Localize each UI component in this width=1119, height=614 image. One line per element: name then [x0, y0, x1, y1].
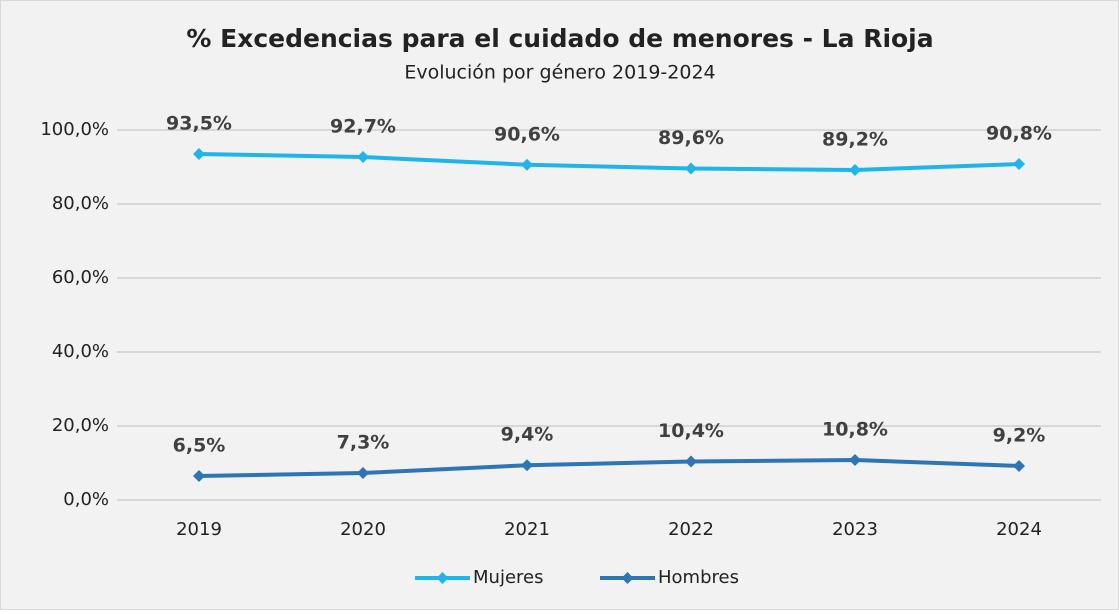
y-tick-label: 40,0%: [52, 341, 109, 362]
data-label: 10,4%: [658, 420, 724, 442]
x-tick-label: 2021: [504, 519, 550, 540]
marker: [1013, 158, 1025, 171]
data-label: 90,8%: [986, 123, 1052, 145]
marker: [521, 459, 533, 472]
data-label: 90,6%: [494, 123, 560, 145]
marker: [685, 455, 697, 468]
data-label: 9,2%: [993, 424, 1046, 446]
data-label: 92,7%: [330, 116, 396, 138]
data-label: 7,3%: [337, 431, 390, 453]
chart-title: % Excedencias para el cuidado de menores…: [186, 24, 933, 53]
legend-marker: [621, 572, 634, 584]
y-tick-label: 0,0%: [63, 489, 109, 510]
marker: [1013, 459, 1025, 472]
y-tick-label: 60,0%: [52, 267, 109, 288]
x-tick-label: 2020: [340, 519, 386, 540]
legend-label: Mujeres: [473, 567, 543, 588]
x-tick-label: 2019: [176, 519, 222, 540]
line: [198, 152, 1020, 172]
marker: [849, 454, 861, 467]
marker: [685, 162, 697, 175]
marker: [521, 158, 533, 171]
marker: [357, 151, 369, 164]
x-tick-label: 2022: [668, 519, 714, 540]
x-tick-label: 2024: [996, 519, 1042, 540]
data-label: 6,5%: [173, 434, 226, 456]
y-tick-label: 80,0%: [52, 193, 109, 214]
marker: [193, 469, 205, 482]
marker: [357, 466, 369, 479]
y-tick-label: 20,0%: [52, 415, 109, 436]
data-label: 93,5%: [166, 113, 232, 135]
marker: [849, 163, 861, 176]
legend-marker: [436, 572, 449, 584]
legend-label: Hombres: [658, 567, 739, 588]
marker: [193, 148, 205, 161]
y-tick-label: 100,0%: [40, 119, 109, 140]
chart-subtitle: Evolución por género 2019-2024: [404, 62, 715, 84]
data-label: 89,6%: [658, 127, 724, 149]
line: [198, 458, 1020, 478]
data-label: 89,2%: [822, 128, 888, 150]
data-label: 10,8%: [822, 419, 888, 441]
x-tick-label: 2023: [832, 519, 878, 540]
data-label: 9,4%: [501, 424, 554, 446]
